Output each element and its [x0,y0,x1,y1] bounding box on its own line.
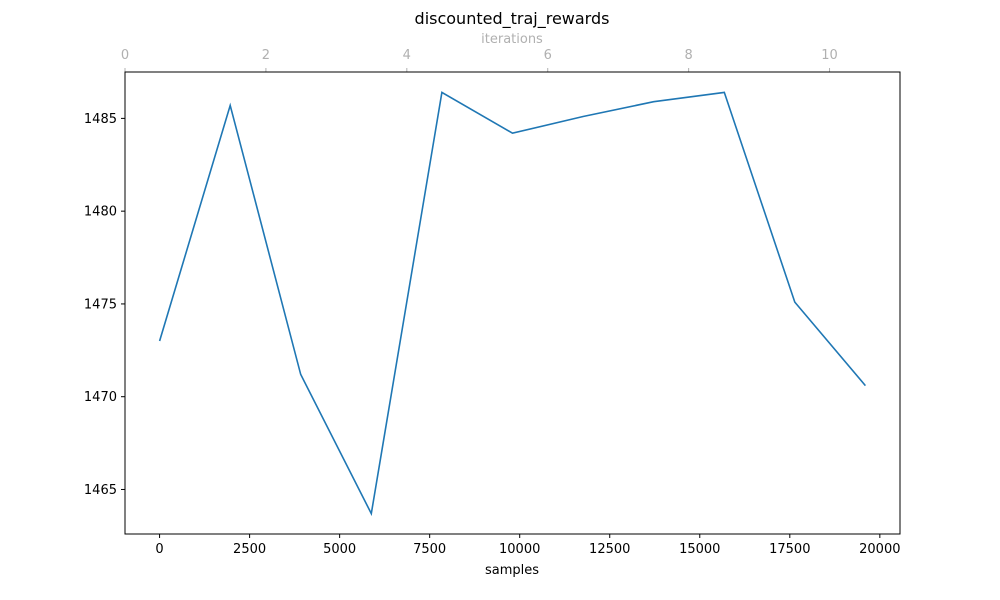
chart-title: discounted_traj_rewards [415,9,610,29]
x-tick-label: 0 [155,542,163,557]
top-axis-ticks: 0 2 4 6 8 10 [121,48,838,72]
top-tick-label: 6 [544,48,552,63]
top-tick-label: 0 [121,48,129,63]
series-line [158,91,867,517]
top-tick-label: 8 [684,48,692,63]
y-tick-label: 1480 [84,205,117,220]
x-tick-label: 20000 [859,542,900,557]
x-axis-ticks: 0 2500 5000 7500 10000 12500 15000 17500 20000 [155,534,901,557]
y-tick-label: 1470 [84,390,117,405]
top-axis-label: iterations [481,32,543,47]
x-tick-label: 2500 [233,542,266,557]
x-tick-label: 5000 [323,542,356,557]
x-tick-label: 17500 [769,542,810,557]
x-tick-label: 10000 [499,542,540,557]
x-tick-label: 12500 [589,542,630,557]
y-axis-ticks: 1465 1470 1475 1480 1485 [84,112,125,498]
top-tick-label: 10 [821,48,838,63]
top-tick-label: 2 [262,48,270,63]
x-tick-label: 7500 [413,542,446,557]
x-axis-label: samples [485,563,539,578]
plot-frame [124,71,901,535]
x-tick-label: 15000 [679,542,720,557]
y-tick-label: 1485 [84,112,117,127]
top-tick-label: 4 [403,48,411,63]
y-tick-label: 1465 [84,483,117,498]
plot-area [158,91,867,517]
y-tick-label: 1475 [84,297,117,312]
